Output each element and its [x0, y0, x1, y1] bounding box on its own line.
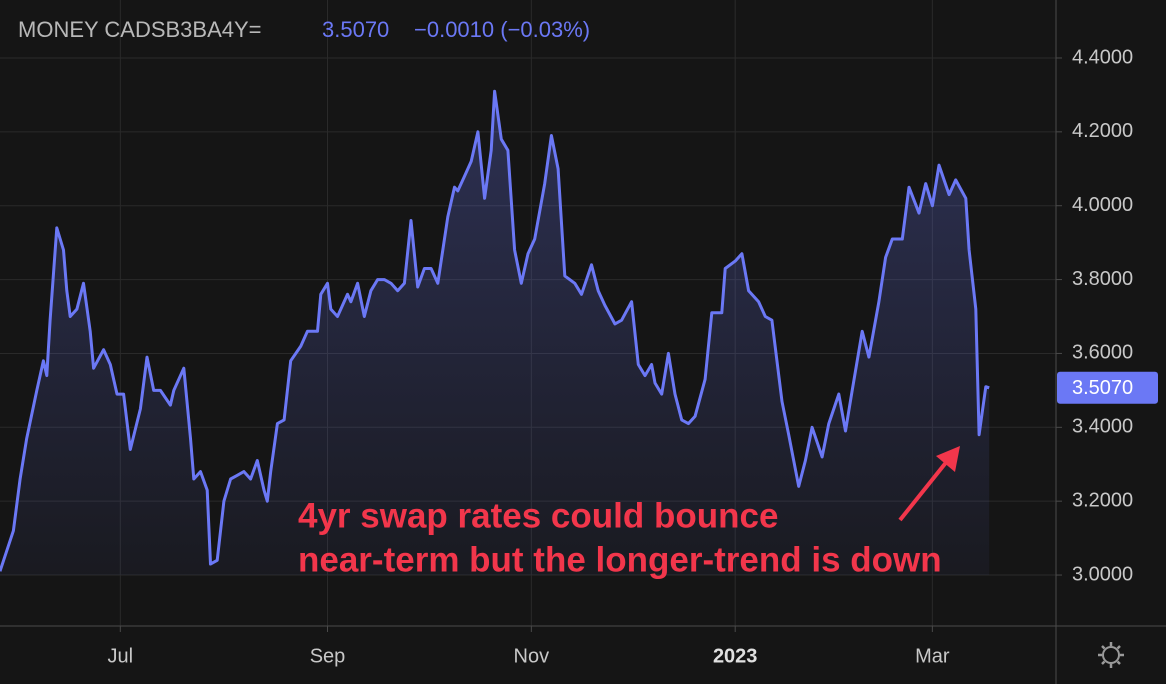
y-tick-label: 4.2000: [1072, 120, 1133, 142]
x-tick-label: Nov: [514, 645, 550, 667]
y-tick-label: 4.4000: [1072, 46, 1133, 68]
settings-icon[interactable]: [1098, 642, 1124, 668]
axes: 3.0000 3.2000 3.4000 3.6000 3.8000 4.0000 4.20…: [108, 46, 1158, 667]
gear-ring: [1102, 646, 1120, 664]
x-tick-label: Sep: [310, 645, 346, 667]
last-value-box: [1057, 371, 1158, 404]
y-tick-label: 3.2000: [1072, 489, 1133, 511]
chart-title: MONEY CADSB3BA4Y=: [18, 17, 262, 42]
last-value-label: 3.5070: [1072, 377, 1133, 399]
gear-teeth: [1098, 642, 1124, 668]
annotation-text: near-term but the longer-trend is down: [298, 540, 942, 579]
last-value: 3.5070: [322, 17, 389, 42]
x-tick-label: Mar: [915, 645, 950, 667]
plot: [0, 89, 990, 575]
line: [0, 89, 990, 572]
y-tick-label: 3.4000: [1072, 416, 1133, 438]
annotation-text: 4yr swap rates could bounce: [298, 496, 778, 535]
annotation: 4yr swap rates could bounce near-term but…: [298, 446, 960, 579]
y-tick-label: 3.6000: [1072, 342, 1133, 364]
y-tick-label: 3.0000: [1072, 563, 1133, 585]
change-value: −0.0010 (−0.03%): [414, 17, 590, 42]
annotation-arrowhead: [936, 446, 960, 472]
x-tick-label: 2023: [713, 645, 758, 667]
x-tick-label: Jul: [108, 645, 134, 667]
y-tick-label: 4.0000: [1072, 194, 1133, 216]
area: [0, 91, 990, 575]
y-tick-label: 3.8000: [1072, 268, 1133, 290]
annotation-arrow: [898, 458, 950, 522]
